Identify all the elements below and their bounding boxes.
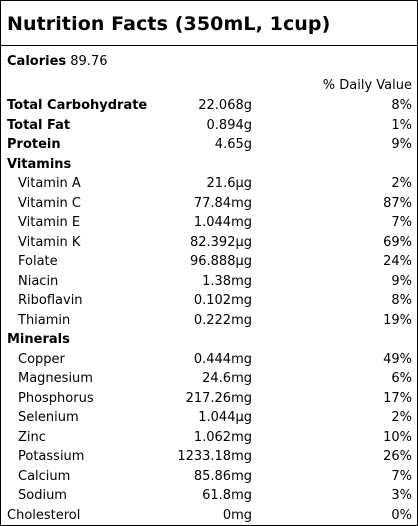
- nutrient-daily-value: 7%: [391, 215, 412, 230]
- nutrient-amount: 85.86mg: [193, 468, 252, 484]
- nutrient-name: Copper: [18, 351, 65, 367]
- nutrient-amount: 1.062mg: [193, 429, 252, 445]
- nutrient-amount: 0.102mg: [193, 293, 252, 308]
- calories-label: Calories: [7, 54, 67, 69]
- nutrient-daily-value: 1%: [391, 117, 412, 133]
- nutrient-row-vitamin-k: Vitamin K 82.392μg 69%: [1, 233, 417, 253]
- nutrient-daily-value: 49%: [383, 351, 412, 367]
- nutrient-name: Zinc: [18, 429, 46, 445]
- nutrient-row-niacin: Niacin 1.38mg 9%: [1, 272, 417, 292]
- nutrient-amount: 0mg: [222, 507, 252, 523]
- nutrient-row-zinc: Zinc 1.062mg 10%: [1, 428, 417, 448]
- nutrient-name: Vitamin A: [18, 176, 81, 191]
- nutrient-row-selenium: Selenium 1.044μg 2%: [1, 408, 417, 428]
- nutrient-daily-value: 26%: [383, 449, 412, 464]
- nutrient-name: Total Carbohydrate: [7, 98, 148, 113]
- nutrient-name: Riboflavin: [18, 293, 83, 308]
- nutrient-amount: 0.894g: [206, 117, 252, 133]
- nutrient-name: Total Fat: [7, 117, 71, 133]
- nutrient-name: Thiamin: [18, 312, 71, 328]
- nutrient-name: Vitamin E: [18, 215, 81, 230]
- nutrient-daily-value: 2%: [391, 410, 412, 425]
- nutrient-row-copper: Copper 0.444mg 49%: [1, 350, 417, 370]
- nutrient-row-potassium: Potassium 1233.18mg 26%: [1, 447, 417, 467]
- nutrient-daily-value: 8%: [391, 98, 412, 113]
- nutrient-row-total-carbohydrate: Total Carbohydrate 22.068g 8%: [1, 96, 417, 116]
- nutrient-name: Magnesium: [18, 371, 93, 386]
- nutrient-amount: 1.044mg: [193, 215, 252, 230]
- nutrient-amount: 21.6μg: [206, 176, 252, 191]
- nutrient-name: Sodium: [18, 488, 67, 503]
- nutrient-row-vitamin-e: Vitamin E 1.044mg 7%: [1, 213, 417, 233]
- nutrient-amount: 0.222mg: [193, 312, 252, 328]
- nutrient-daily-value: 9%: [391, 137, 412, 152]
- nutrient-daily-value: 87%: [383, 195, 412, 211]
- nutrient-name: Calcium: [18, 468, 71, 484]
- nutrient-daily-value: 17%: [383, 390, 412, 406]
- nutrient-row-protein: Protein 4.65g 9%: [1, 135, 417, 155]
- nutrient-daily-value: 19%: [383, 312, 412, 328]
- nutrient-name: Vitamin C: [18, 195, 82, 211]
- nutrient-name: Vitamin K: [18, 234, 81, 250]
- nutrient-name: Potassium: [18, 449, 85, 464]
- vitamins-header: Vitamins: [7, 156, 72, 172]
- nutrient-daily-value: 9%: [391, 273, 412, 289]
- nutrient-name: Cholesterol: [7, 507, 81, 523]
- label-title: Nutrition Facts (350mL, 1cup): [7, 13, 331, 35]
- nutrient-daily-value: 8%: [391, 293, 412, 308]
- nutrient-row-thiamin: Thiamin 0.222mg 19%: [1, 311, 417, 331]
- nutrient-daily-value: 69%: [383, 234, 412, 250]
- calories-value: 89.76: [70, 54, 108, 69]
- nutrient-daily-value: 24%: [383, 254, 412, 269]
- nutrient-row-calcium: Calcium 85.86mg 7%: [1, 467, 417, 487]
- nutrient-daily-value: 3%: [391, 488, 412, 503]
- nutrient-row-vitamin-c: Vitamin C 77.84mg 87%: [1, 194, 417, 214]
- nutrient-row-total-fat: Total Fat 0.894g 1%: [1, 116, 417, 136]
- nutrient-row-sodium: Sodium 61.8mg 3%: [1, 486, 417, 506]
- nutrient-row-phosphorus: Phosphorus 217.26mg 17%: [1, 389, 417, 409]
- nutrient-amount: 1.38mg: [202, 273, 252, 289]
- title-divider: [1, 45, 417, 46]
- nutrient-daily-value: 7%: [391, 468, 412, 484]
- nutrient-amount: 22.068g: [198, 98, 252, 113]
- nutrient-amount: 4.65g: [214, 137, 252, 152]
- nutrient-amount: 82.392μg: [189, 234, 252, 250]
- nutrient-name: Folate: [18, 254, 58, 269]
- nutrient-daily-value: 6%: [391, 371, 412, 386]
- nutrient-row-cholesterol: Cholesterol 0mg 0%: [1, 506, 417, 526]
- nutrient-row-folate: Folate 96.888μg 24%: [1, 252, 417, 272]
- nutrient-row-riboflavin: Riboflavin 0.102mg 8%: [1, 291, 417, 311]
- nutrient-daily-value: 0%: [391, 507, 412, 523]
- nutrient-amount: 217.26mg: [185, 390, 252, 406]
- nutrient-name: Niacin: [18, 273, 59, 289]
- nutrient-daily-value: 10%: [383, 429, 412, 445]
- nutrient-row-magnesium: Magnesium 24.6mg 6%: [1, 369, 417, 389]
- nutrient-row-vitamin-a: Vitamin A 21.6μg 2%: [1, 174, 417, 194]
- nutrient-daily-value: 2%: [391, 176, 412, 191]
- nutrient-amount: 77.84mg: [193, 195, 252, 211]
- nutrient-amount: 1.044μg: [198, 410, 252, 425]
- nutrient-amount: 61.8mg: [202, 488, 252, 503]
- nutrient-name: Phosphorus: [18, 390, 94, 406]
- nutrient-amount: 1233.18mg: [177, 449, 252, 464]
- daily-value-header: % Daily Value: [322, 78, 412, 93]
- nutrient-amount: 24.6mg: [202, 371, 252, 386]
- nutrient-amount: 96.888μg: [189, 254, 252, 269]
- nutrient-name: Protein: [7, 137, 61, 152]
- nutrient-amount: 0.444mg: [193, 351, 252, 367]
- calories-line: Calories 89.76: [7, 54, 107, 69]
- nutrient-name: Selenium: [18, 410, 79, 425]
- minerals-header: Minerals: [7, 332, 70, 347]
